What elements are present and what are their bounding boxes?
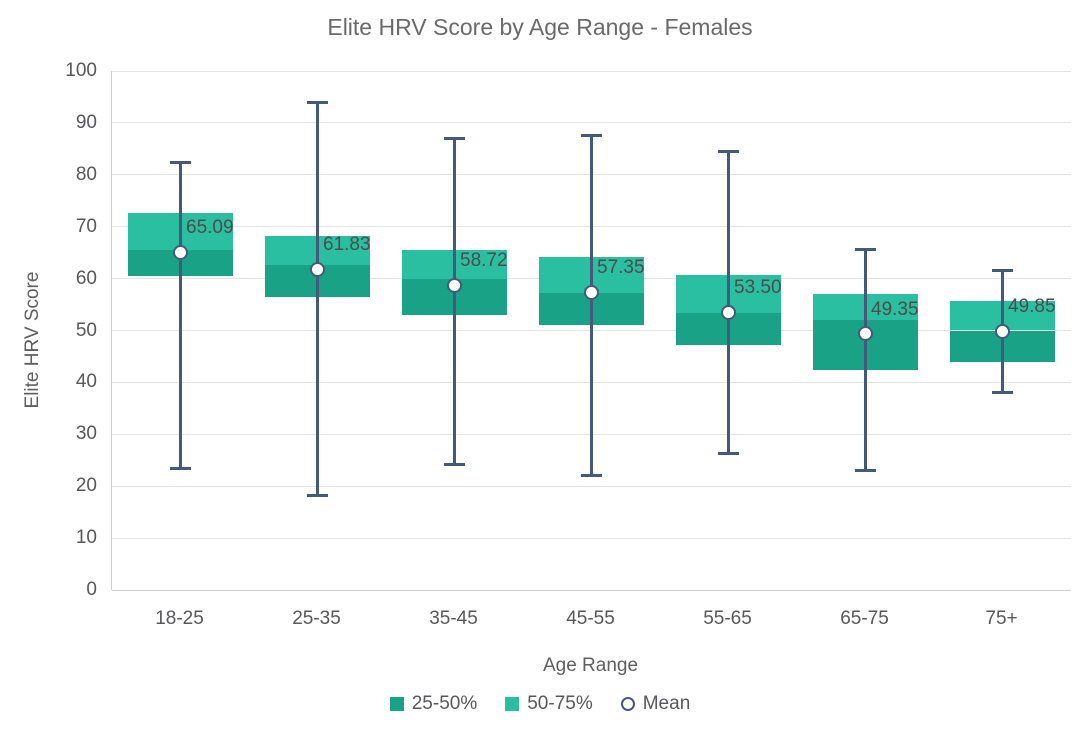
x-tick-label-55-65: 55-65: [703, 608, 752, 629]
whisker-cap-min: [855, 469, 876, 473]
legend-item-label: 25-50%: [411, 693, 478, 714]
mean-marker[interactable]: [721, 304, 736, 320]
y-tick-label: 0: [86, 579, 97, 600]
y-tick-label: 30: [75, 423, 97, 445]
x-tick-label-65-75: 65-75: [840, 608, 889, 629]
whisker-cap-max: [855, 248, 876, 252]
whisker-line: [316, 102, 319, 496]
box-group-35-45[interactable]: 58.72: [112, 71, 1071, 590]
whisker-cap-min: [992, 391, 1013, 395]
box-group-18-25[interactable]: 65.09: [112, 71, 1071, 590]
box-group-25-35[interactable]: 61.83: [112, 71, 1071, 590]
legend-swatch-open-circle-icon: [620, 697, 635, 711]
whisker-line: [453, 138, 456, 465]
gridline: [112, 122, 1071, 124]
box-group-65-75[interactable]: 49.35: [112, 71, 1071, 590]
mean-marker[interactable]: [447, 277, 462, 293]
whisker-cap-max: [307, 101, 328, 105]
y-tick-label: 60: [75, 267, 97, 289]
x-tick-label-35-45: 35-45: [429, 608, 478, 629]
x-tick-label-25-35: 25-35: [292, 608, 341, 629]
whisker-line: [590, 135, 593, 476]
x-tick-label-45-55: 45-55: [566, 608, 615, 629]
y-tick-label: 90: [75, 111, 97, 133]
mean-value-label: 53.50: [734, 277, 782, 299]
x-tick-label-75+: 75+: [985, 608, 1018, 629]
mean-value-label: 57.35: [597, 257, 645, 279]
whisker-cap-max: [718, 149, 739, 153]
legend: 25-50% 50-75% Mean: [0, 693, 1080, 715]
box-group-75+[interactable]: 49.85: [112, 71, 1071, 590]
mean-value-label: 49.85: [1008, 296, 1056, 318]
mean-value-label: 61.83: [323, 234, 371, 256]
legend-swatch-light-square-icon: [505, 697, 520, 711]
whisker-cap-min: [581, 473, 602, 477]
whisker-cap-min: [718, 452, 739, 455]
y-tick-label: 20: [75, 475, 97, 497]
legend-item-label: 50-75%: [527, 693, 593, 714]
whisker-line: [864, 249, 867, 471]
whisker-cap-min: [307, 494, 328, 498]
legend-item-25-50-[interactable]: 25-50%: [389, 693, 478, 715]
whisker-cap-max: [992, 269, 1013, 273]
whisker-cap-min: [170, 467, 191, 471]
box-group-45-55[interactable]: 57.35: [112, 71, 1071, 590]
y-tick-label: 50: [75, 319, 97, 341]
x-axis-title: Age Range: [542, 655, 639, 676]
mean-value-label: 49.35: [871, 298, 919, 320]
y-tick-label: 40: [75, 371, 97, 393]
plot-area: 65.09 61.83 58.72 57.35 53.50 49.35 49.85: [111, 70, 1071, 591]
x-axis-baseline: [112, 589, 1071, 591]
mean-marker[interactable]: [995, 323, 1010, 339]
gridline: [112, 70, 1071, 72]
whisker-line: [727, 151, 730, 454]
gridline: [112, 485, 1071, 487]
whisker-cap-max: [444, 137, 465, 141]
legend-item-label: Mean: [642, 693, 691, 714]
y-tick-label: 70: [75, 215, 97, 237]
mean-marker[interactable]: [858, 326, 873, 342]
mean-marker[interactable]: [310, 261, 325, 277]
mean-value-label: 65.09: [186, 217, 234, 239]
mean-value-label: 58.72: [460, 250, 508, 272]
mean-marker[interactable]: [584, 284, 599, 300]
x-tick-label-18-25: 18-25: [155, 608, 204, 629]
whisker-line: [179, 162, 182, 469]
legend-item-50-75-[interactable]: 50-75%: [505, 693, 593, 715]
y-tick-label: 100: [65, 60, 97, 81]
whisker-cap-max: [170, 160, 191, 164]
legend-item-mean[interactable]: Mean: [620, 693, 691, 715]
box-group-55-65[interactable]: 53.50: [112, 71, 1071, 590]
mean-marker[interactable]: [173, 244, 188, 260]
gridline: [112, 537, 1071, 539]
whisker-cap-min: [444, 462, 465, 466]
y-tick-label: 10: [75, 527, 97, 549]
chart-title: Elite HRV Score by Age Range - Females: [327, 14, 753, 40]
whisker-cap-max: [581, 134, 602, 138]
legend-swatch-dark-square-icon: [389, 697, 404, 711]
y-tick-label: 80: [75, 163, 97, 185]
